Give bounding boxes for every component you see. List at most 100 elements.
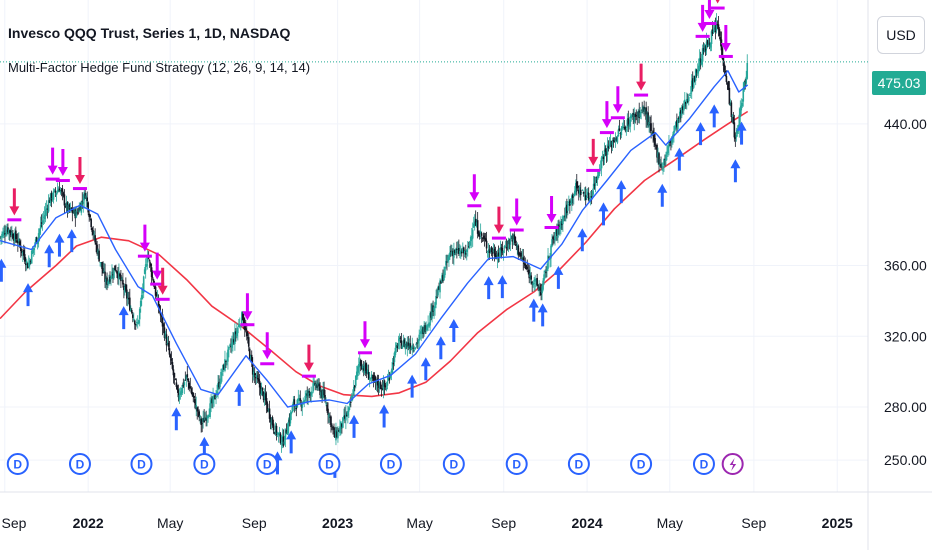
candle-body xyxy=(438,286,440,290)
dividend-icon xyxy=(505,453,528,475)
candle-body xyxy=(330,416,332,428)
candle-body xyxy=(78,206,81,212)
candle-body xyxy=(160,314,163,317)
candle-body xyxy=(622,126,625,128)
dividend-icon xyxy=(692,453,715,475)
candle-body xyxy=(238,324,240,327)
lightning-icon xyxy=(729,458,737,471)
candle-body xyxy=(358,361,361,367)
candle-body xyxy=(629,119,632,127)
candle-body xyxy=(279,433,282,444)
candle-body xyxy=(471,229,474,239)
candle-body xyxy=(107,281,109,285)
candle-body xyxy=(482,235,485,239)
y-tick-label: 280.00 xyxy=(884,399,927,415)
candle-body xyxy=(452,250,454,257)
candle-body xyxy=(461,251,463,254)
candle-body xyxy=(257,379,260,382)
candle-body xyxy=(457,248,459,250)
candle-body xyxy=(148,260,151,262)
buy-arrow xyxy=(0,258,7,282)
candle-body xyxy=(705,41,708,49)
buy-arrow xyxy=(736,121,747,145)
candle-body xyxy=(379,382,382,389)
candle-body xyxy=(131,314,134,318)
candle-body xyxy=(6,229,8,234)
candle-body xyxy=(344,415,346,419)
candle-body xyxy=(168,348,171,355)
candle-body xyxy=(185,375,188,380)
candle-body xyxy=(725,75,728,82)
indicator-legend[interactable]: Multi-Factor Hedge Fund Strategy (12, 26… xyxy=(8,60,311,75)
candle-body xyxy=(3,230,5,234)
candle-body xyxy=(161,314,164,327)
candle-body xyxy=(660,163,662,168)
candle-body xyxy=(310,391,312,396)
candle-body xyxy=(182,382,185,387)
x-tick-label: Sep xyxy=(242,515,267,531)
candle-body xyxy=(397,343,400,347)
dividend-letter: D xyxy=(13,458,22,472)
buy-arrow xyxy=(44,244,55,268)
candle-body xyxy=(290,412,293,415)
candle-body xyxy=(572,194,574,198)
candle-body xyxy=(447,257,449,262)
sell-arrow xyxy=(493,206,504,234)
candle-body xyxy=(103,271,105,272)
candle-body xyxy=(117,273,119,279)
candle-body xyxy=(489,249,492,251)
candle-body xyxy=(62,192,65,196)
candle-body xyxy=(694,69,697,81)
candle-body xyxy=(29,260,32,262)
candle-body xyxy=(206,416,208,419)
candle-body xyxy=(127,299,129,300)
candle-body xyxy=(223,364,225,370)
candle-body xyxy=(674,126,676,131)
candle-body xyxy=(43,214,46,219)
candle-body xyxy=(654,138,656,146)
candle-body xyxy=(101,262,103,270)
candle-body xyxy=(322,390,324,399)
candle-body xyxy=(561,223,563,226)
candle-body xyxy=(108,279,110,284)
currency-button[interactable]: USD xyxy=(877,16,925,54)
candle-body xyxy=(607,145,610,149)
candle-body xyxy=(707,43,710,46)
sell-bar xyxy=(357,351,372,355)
candle-body xyxy=(75,210,78,218)
sell-bar xyxy=(72,187,87,191)
candle-body xyxy=(441,275,443,282)
candle-body xyxy=(739,108,742,117)
candle-body xyxy=(192,392,195,397)
candle-body xyxy=(248,348,251,359)
candle-body xyxy=(583,194,586,196)
candle-body xyxy=(308,391,310,393)
candle-body xyxy=(595,176,598,178)
candle-body xyxy=(696,70,699,74)
candle-body xyxy=(493,248,496,256)
candle-body xyxy=(701,48,704,62)
candle-body xyxy=(372,374,375,381)
candle-body xyxy=(366,369,369,374)
candle-body xyxy=(570,203,572,205)
candle-body xyxy=(476,220,479,234)
candle-body xyxy=(24,263,27,266)
candle-body xyxy=(87,202,90,213)
sell-arrow xyxy=(697,4,708,32)
candle-body xyxy=(249,355,252,361)
candle-body xyxy=(569,200,571,206)
candle-body xyxy=(602,156,605,159)
candle-body xyxy=(345,413,347,421)
dividend-icon xyxy=(256,453,279,475)
candle-body xyxy=(166,342,169,345)
candle-body xyxy=(610,141,613,148)
candle-body xyxy=(455,248,457,253)
dividend-icon xyxy=(442,453,465,475)
candle-body xyxy=(217,383,219,391)
symbol-title: Invesco QQQ Trust, Series 1, 1D, NASDAQ xyxy=(8,25,291,41)
candle-body xyxy=(383,380,386,387)
candle-body xyxy=(350,402,352,403)
candle-body xyxy=(510,238,513,239)
